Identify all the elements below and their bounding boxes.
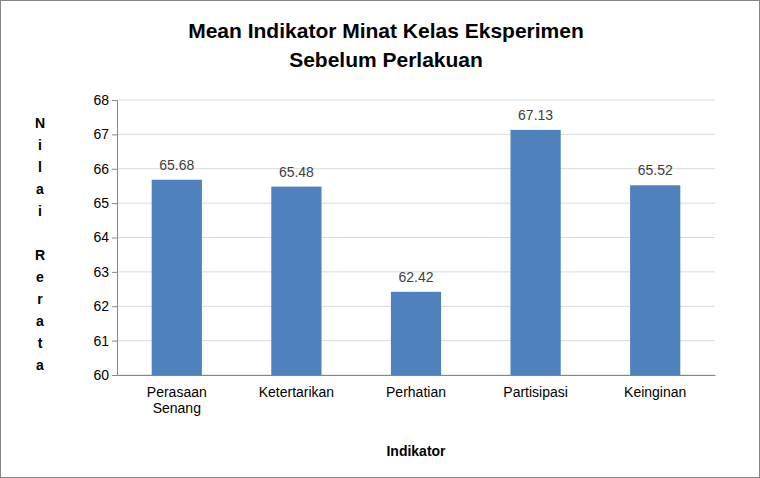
- y-tick-mark: [112, 306, 117, 307]
- y-tick: 66: [93, 161, 117, 177]
- data-label: 67.13: [518, 107, 553, 123]
- grid: [117, 100, 715, 375]
- x-tick-label: Perhatian: [386, 384, 446, 400]
- y-tick: 68: [93, 92, 117, 108]
- y-axis-title-letter: i: [38, 137, 42, 153]
- y-axis-title-letter: i: [38, 203, 42, 219]
- x-tick: Ketertarikan: [259, 375, 334, 400]
- y-axis-line: [112, 101, 118, 376]
- grid-line: [117, 168, 715, 169]
- x-axis-title: Indikator: [386, 443, 446, 459]
- grid-line: [117, 203, 715, 204]
- y-tick: 65: [93, 195, 117, 211]
- chart: Mean Indikator Minat Kelas Eksperimen Seb…: [0, 0, 760, 478]
- y-tick-label: 68: [93, 92, 109, 108]
- y-tick: 64: [93, 229, 117, 245]
- data-label: 65.52: [638, 162, 673, 178]
- x-tick-label: PerasaanSenang: [147, 384, 207, 416]
- y-axis-title-letter: R: [35, 247, 45, 263]
- y-tick-mark: [112, 134, 117, 135]
- x-tick-label: Ketertarikan: [259, 384, 334, 400]
- x-tick-label-line: Senang: [153, 400, 201, 416]
- bar: [391, 292, 441, 375]
- y-tick: 60: [93, 367, 117, 383]
- data-label: 62.42: [398, 269, 433, 285]
- chart-title: Mean Indikator Minat Kelas Eksperimen Seb…: [188, 19, 584, 71]
- y-axis-title-letter: l: [38, 159, 42, 175]
- grid-line: [117, 100, 715, 101]
- y-tick-mark: [112, 100, 117, 101]
- y-axis-title-letter: a: [36, 357, 44, 373]
- y-tick-mark: [112, 169, 117, 170]
- chart-border: [1, 1, 760, 478]
- y-tick-label: 60: [93, 367, 109, 383]
- y-tick-mark: [112, 203, 117, 204]
- y-tick-label: 64: [93, 229, 109, 245]
- grid-line: [117, 237, 715, 238]
- bar: [510, 130, 560, 375]
- data-label: 65.48: [279, 164, 314, 180]
- y-tick-label: 65: [93, 195, 109, 211]
- x-tick-label: Partisipasi: [503, 384, 568, 400]
- y-tick-label: 67: [93, 126, 109, 142]
- bar: [152, 180, 202, 375]
- y-axis-title: NilaiRerata: [35, 115, 45, 373]
- x-tick-label-line: Perasaan: [147, 384, 207, 400]
- x-tick: Keinginan: [624, 375, 686, 400]
- chart-title-line: Mean Indikator Minat Kelas Eksperimen: [188, 19, 584, 42]
- x-tick: Partisipasi: [503, 375, 568, 400]
- x-tick: Perhatian: [386, 375, 446, 400]
- x-tick: PerasaanSenang: [147, 375, 207, 416]
- y-tick-mark: [112, 272, 117, 273]
- y-axis-title-letter: a: [36, 181, 44, 197]
- y-axis: 60 61 62 63 64 65 66 67 68: [93, 92, 117, 383]
- y-tick-mark: [112, 375, 117, 376]
- y-tick-mark: [112, 341, 117, 342]
- y-tick: 61: [93, 333, 117, 349]
- bar: [630, 185, 680, 375]
- bar: [271, 187, 321, 375]
- y-tick-mark: [112, 238, 117, 239]
- y-tick-label: 62: [93, 298, 109, 314]
- x-tick-label: Keinginan: [624, 384, 686, 400]
- bars: [152, 130, 681, 375]
- y-axis-title-letter: r: [37, 291, 43, 307]
- x-axis: PerasaanSenang Ketertarikan Perhatian Parti…: [118, 375, 716, 416]
- y-tick: 63: [93, 264, 117, 280]
- x-axis-line: [118, 375, 716, 376]
- data-labels: 65.68 65.48 62.42 67.13 65.52: [159, 107, 673, 285]
- y-axis-title-letter: t: [38, 335, 43, 351]
- y-axis-title-letter: N: [35, 115, 45, 131]
- y-tick-label: 66: [93, 161, 109, 177]
- chart-title-line: Sebelum Perlakuan: [289, 48, 483, 71]
- y-axis-title-letter: a: [36, 313, 44, 329]
- grid-line: [117, 134, 715, 135]
- y-tick: 67: [93, 126, 117, 142]
- data-label: 65.68: [159, 157, 194, 173]
- y-tick-label: 63: [93, 264, 109, 280]
- y-tick: 62: [93, 298, 117, 314]
- y-axis-title-letter: e: [36, 269, 44, 285]
- y-tick-label: 61: [93, 333, 109, 349]
